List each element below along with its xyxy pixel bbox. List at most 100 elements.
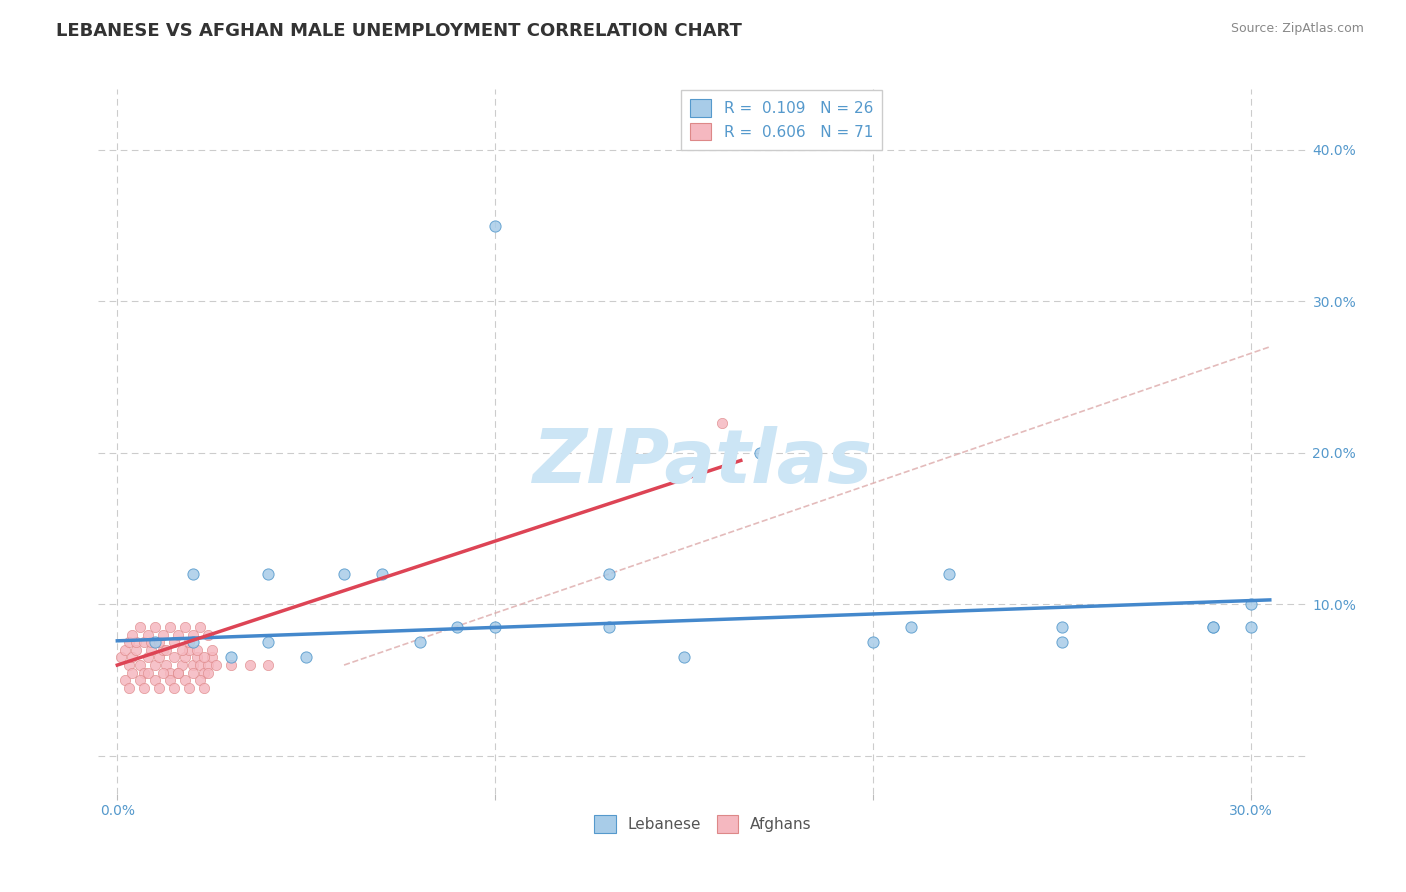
Point xyxy=(166,665,188,680)
Point xyxy=(179,681,201,695)
Point xyxy=(257,635,280,649)
Point xyxy=(190,673,212,688)
Point xyxy=(163,635,186,649)
Point xyxy=(129,673,152,688)
Point xyxy=(1050,635,1073,649)
Point xyxy=(132,665,155,680)
Point xyxy=(118,635,141,649)
Point xyxy=(900,620,922,634)
Point xyxy=(129,620,152,634)
Point xyxy=(484,219,506,233)
Text: Source: ZipAtlas.com: Source: ZipAtlas.com xyxy=(1230,22,1364,36)
Point xyxy=(121,665,143,680)
Point xyxy=(143,658,166,673)
Point xyxy=(114,673,136,688)
Point xyxy=(110,650,132,665)
Point xyxy=(408,635,430,649)
Point xyxy=(155,658,177,673)
Point xyxy=(190,620,212,634)
Point xyxy=(333,567,356,582)
Point xyxy=(155,643,177,657)
Point xyxy=(114,643,136,657)
Point xyxy=(125,643,148,657)
Point xyxy=(159,673,181,688)
Point xyxy=(201,650,224,665)
Point xyxy=(159,620,181,634)
Point xyxy=(136,665,159,680)
Point xyxy=(257,658,280,673)
Point xyxy=(193,650,215,665)
Point xyxy=(193,665,215,680)
Point xyxy=(166,628,188,642)
Point xyxy=(193,681,215,695)
Point xyxy=(121,650,143,665)
Point xyxy=(484,620,506,634)
Point xyxy=(152,628,174,642)
Point xyxy=(174,620,197,634)
Point xyxy=(446,620,468,634)
Point xyxy=(143,635,166,649)
Point xyxy=(152,665,174,680)
Point xyxy=(141,635,163,649)
Point xyxy=(132,635,155,649)
Point xyxy=(174,673,197,688)
Point xyxy=(862,635,884,649)
Point xyxy=(197,658,219,673)
Point xyxy=(159,665,181,680)
Point xyxy=(197,628,219,642)
Point xyxy=(371,567,394,582)
Point xyxy=(148,635,170,649)
Point xyxy=(143,620,166,634)
Point xyxy=(163,650,186,665)
Point xyxy=(748,446,770,460)
Point xyxy=(163,681,186,695)
Point xyxy=(179,643,201,657)
Point xyxy=(186,650,208,665)
Point xyxy=(181,628,204,642)
Point xyxy=(136,628,159,642)
Point xyxy=(170,643,193,657)
Point xyxy=(239,658,262,673)
Point xyxy=(118,658,141,673)
Point xyxy=(1050,620,1073,634)
Point xyxy=(174,650,197,665)
Point xyxy=(148,681,170,695)
Point xyxy=(598,567,620,582)
Point xyxy=(152,643,174,657)
Point xyxy=(219,658,242,673)
Point xyxy=(166,665,188,680)
Point xyxy=(1240,620,1263,634)
Point xyxy=(1202,620,1225,634)
Point xyxy=(129,658,152,673)
Text: ZIPatlas: ZIPatlas xyxy=(533,426,873,500)
Point xyxy=(1202,620,1225,634)
Point xyxy=(201,643,224,657)
Point xyxy=(118,681,141,695)
Point xyxy=(219,650,242,665)
Point xyxy=(125,635,148,649)
Point xyxy=(132,681,155,695)
Point xyxy=(1240,598,1263,612)
Text: LEBANESE VS AFGHAN MALE UNEMPLOYMENT CORRELATION CHART: LEBANESE VS AFGHAN MALE UNEMPLOYMENT COR… xyxy=(56,22,742,40)
Point xyxy=(197,665,219,680)
Point xyxy=(121,628,143,642)
Point xyxy=(710,416,733,430)
Point xyxy=(136,650,159,665)
Point xyxy=(181,635,204,649)
Legend: Lebanese, Afghans: Lebanese, Afghans xyxy=(588,809,818,839)
Point xyxy=(143,673,166,688)
Point xyxy=(170,658,193,673)
Point xyxy=(181,567,204,582)
Point xyxy=(204,658,226,673)
Point xyxy=(141,643,163,657)
Point xyxy=(179,635,201,649)
Point xyxy=(186,643,208,657)
Point xyxy=(257,567,280,582)
Point xyxy=(938,567,960,582)
Point xyxy=(181,658,204,673)
Point xyxy=(190,658,212,673)
Point xyxy=(295,650,318,665)
Point xyxy=(598,620,620,634)
Point xyxy=(673,650,696,665)
Point xyxy=(181,665,204,680)
